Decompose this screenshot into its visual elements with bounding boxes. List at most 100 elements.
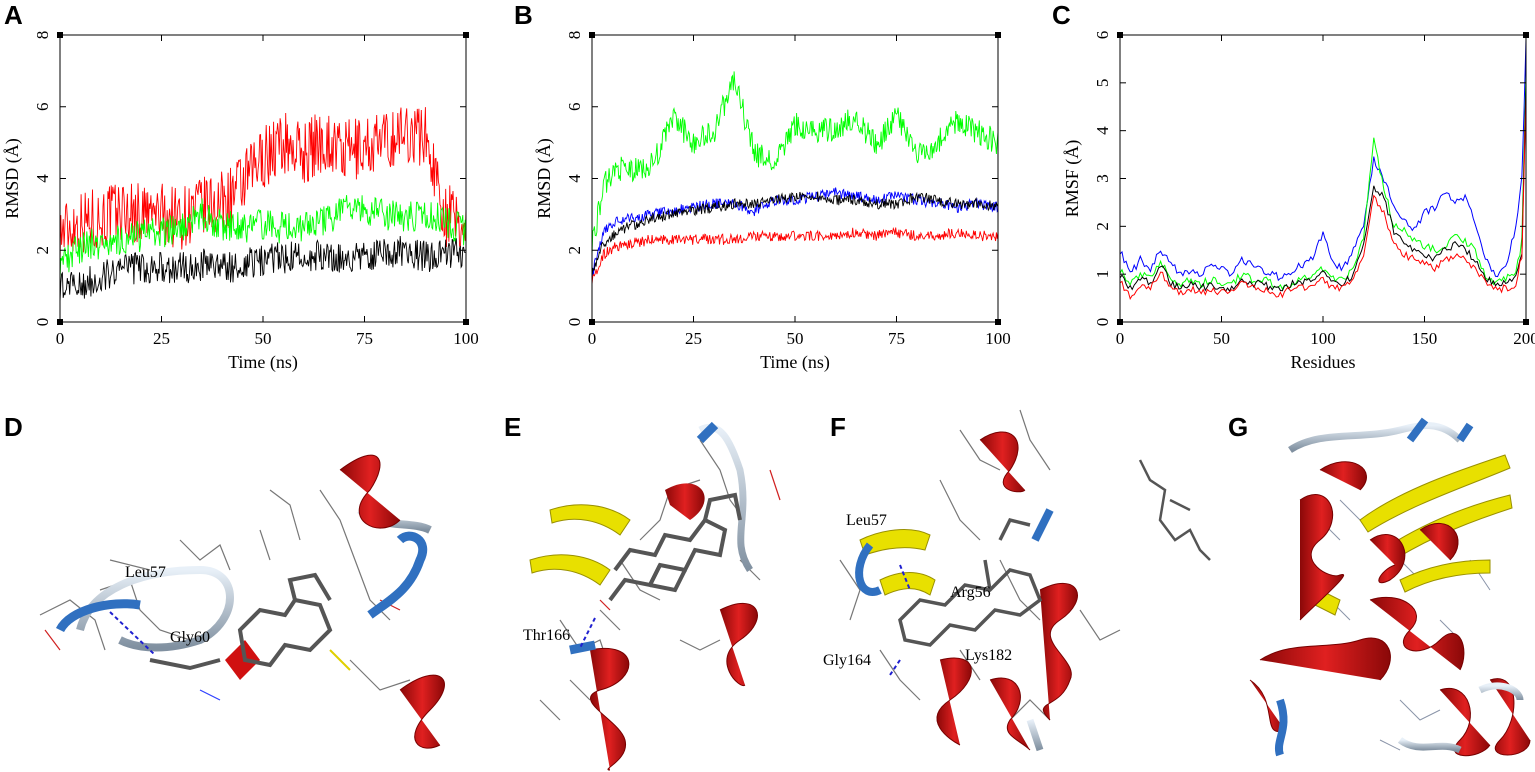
plot-frame-c <box>1119 34 1527 323</box>
coil-g-1 <box>1288 422 1463 453</box>
turn-d-2 <box>367 531 427 619</box>
x-tick-label-b-0: 0 <box>588 329 597 348</box>
ligand-e <box>608 492 742 602</box>
helix-f-4 <box>989 677 1031 751</box>
turn-g-2 <box>1406 417 1429 443</box>
sheet-g-1 <box>1359 454 1511 533</box>
label-arg56-f: Arg56 <box>950 584 991 601</box>
plot-frame-b <box>591 34 999 323</box>
series-line-a-1 <box>59 195 467 281</box>
panel-letter-g: G <box>1228 412 1249 442</box>
structure-f: Leu57 Arg56 Gly164 Lys182 <box>823 409 1211 752</box>
helix-g-2 <box>1319 461 1367 491</box>
series-line-a-2 <box>59 235 467 303</box>
coil-g-2 <box>1397 737 1462 754</box>
sulfur-link-d <box>329 649 351 671</box>
helix-d-1 <box>339 454 401 529</box>
helix-f-2 <box>1039 583 1078 721</box>
series-line-b-2 <box>591 191 999 278</box>
helix-e-2 <box>719 603 758 686</box>
label-leu57-d: Leu57 <box>125 564 166 581</box>
y-tick-label-c-2: 2 <box>1093 222 1112 231</box>
y-tick-label-c-4: 4 <box>1093 126 1112 135</box>
chart-b: 0 25 50 75 100 0 2 4 6 8 Time (ns) RMSD (Å) <box>534 31 1011 373</box>
panel-letter-f: F <box>830 412 846 442</box>
x-tick-label-a-1: 25 <box>153 329 170 348</box>
panel-letter-a: A <box>4 0 23 30</box>
x-tick-label-b-2: 50 <box>787 329 804 348</box>
x-tick-label-a-3: 75 <box>356 329 373 348</box>
sticks-e <box>539 439 781 721</box>
chart-c: 0 50 100 150 200 0 1 2 3 4 5 6 Residues RMSF (Å) <box>1062 31 1535 372</box>
panel-letter-b: B <box>514 0 533 30</box>
panel-letter-c: C <box>1052 0 1071 30</box>
x-axis-label-a: Time (ns) <box>228 352 298 373</box>
coil-d-1 <box>76 565 234 652</box>
x-tick-label-c-0: 0 <box>1116 329 1125 348</box>
x-tick-label-b-3: 75 <box>888 329 905 348</box>
y-tick-label-b-0: 0 <box>565 318 584 327</box>
sheet-g-4 <box>1314 589 1341 616</box>
helix-g-3 <box>1369 534 1406 584</box>
sheet-f-2 <box>879 572 936 596</box>
helix-e-3 <box>589 647 630 771</box>
coil-g-3 <box>1478 682 1524 701</box>
y-axis-label-c: RMSF (Å) <box>1062 140 1083 218</box>
helix-g-7 <box>1249 679 1286 733</box>
helix-f-3 <box>936 657 972 746</box>
y-axis-label-b: RMSD (Å) <box>534 138 555 219</box>
turn-f-2 <box>1031 508 1054 542</box>
structure-g <box>1249 417 1531 757</box>
panel-letter-d: D <box>4 412 23 442</box>
turn-e-2 <box>569 640 596 655</box>
turn-g-1 <box>1456 422 1474 443</box>
y-tick-label-c-1: 1 <box>1093 270 1112 279</box>
sheet-e-2 <box>529 554 611 586</box>
series-line-c-2 <box>1119 85 1527 293</box>
sticks-g <box>1319 499 1491 751</box>
coil-d-2 <box>357 506 432 534</box>
x-tick-label-c-4: 200 <box>1513 329 1535 348</box>
y-tick-label-b-2: 4 <box>565 174 584 183</box>
series-line-c-3 <box>1119 96 1527 301</box>
series-line-c-0 <box>1119 39 1527 282</box>
label-lys182-f: Lys182 <box>965 647 1012 664</box>
ligand-f <box>898 517 1043 647</box>
y-tick-label-a-3: 6 <box>33 103 52 112</box>
hbond-f-1 <box>899 564 911 591</box>
x-tick-label-a-4: 100 <box>453 329 479 348</box>
structure-d: Leu57 Gly60 <box>39 454 445 749</box>
helix-e-1 <box>665 483 705 520</box>
turn-e-1 <box>696 421 719 444</box>
label-thr166-e: Thr166 <box>523 627 570 644</box>
helix-g-5 <box>1369 596 1465 671</box>
x-tick-label-b-4: 100 <box>985 329 1011 348</box>
x-tick-label-b-1: 25 <box>685 329 702 348</box>
helix-g-1 <box>1299 494 1345 621</box>
label-gly164-f: Gly164 <box>823 652 871 669</box>
y-tick-label-c-3: 3 <box>1093 174 1112 183</box>
hbond-e-1 <box>579 617 596 649</box>
x-tick-label-c-3: 150 <box>1412 329 1438 348</box>
x-axis-label-c: Residues <box>1291 352 1356 372</box>
x-axis-label-b: Time (ns) <box>760 352 830 373</box>
sticks-f <box>839 409 1211 721</box>
sheet-f-1 <box>859 529 931 556</box>
y-tick-label-a-2: 4 <box>33 174 52 183</box>
helix-f-1 <box>979 431 1026 493</box>
label-gly60-d: Gly60 <box>170 629 210 646</box>
sheet-e-1 <box>549 504 631 536</box>
turn-d-1 <box>55 599 141 633</box>
x-tick-label-c-1: 50 <box>1213 329 1230 348</box>
helix-g-9 <box>1489 678 1531 756</box>
panel-letter-e: E <box>504 412 522 442</box>
helix-g-4 <box>1419 523 1459 561</box>
x-tick-label-a-0: 0 <box>56 329 65 348</box>
series-line-b-3 <box>591 227 999 285</box>
sheet-g-2 <box>1389 494 1513 559</box>
x-tick-label-a-2: 50 <box>255 329 272 348</box>
y-tick-label-c-5: 5 <box>1093 79 1112 88</box>
y-tick-label-b-4: 8 <box>565 31 584 40</box>
y-tick-label-c-0: 0 <box>1093 318 1112 327</box>
